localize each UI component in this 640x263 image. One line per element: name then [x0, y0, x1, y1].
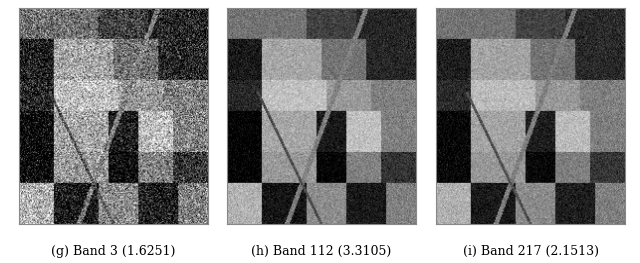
Text: (i) Band 217 (2.1513): (i) Band 217 (2.1513): [463, 245, 599, 257]
Text: (h) Band 112 (3.3105): (h) Band 112 (3.3105): [252, 245, 392, 257]
Text: (g) Band 3 (1.6251): (g) Band 3 (1.6251): [51, 245, 176, 257]
